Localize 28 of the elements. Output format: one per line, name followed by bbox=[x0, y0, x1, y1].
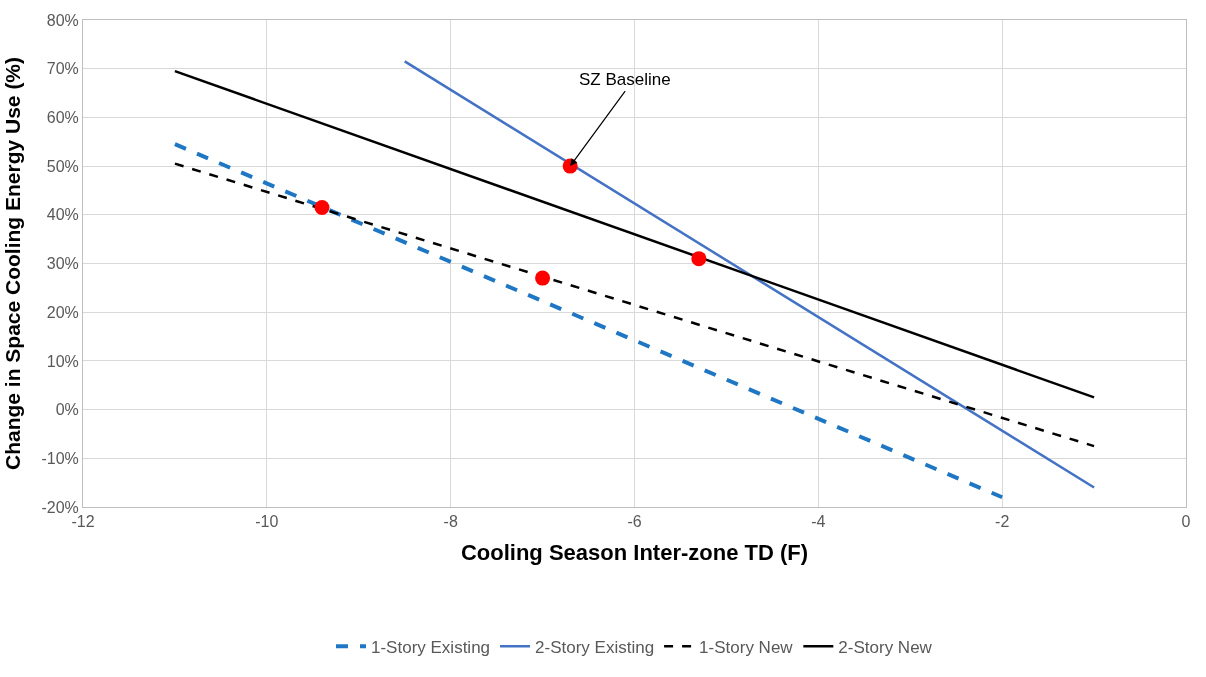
legend-label: 1-Story New bbox=[699, 637, 794, 657]
y-tick-label: -10% bbox=[41, 449, 79, 467]
x-axis-title: Cooling Season Inter-zone TD (F) bbox=[460, 540, 809, 566]
x-tick-label: 0 bbox=[1181, 513, 1191, 531]
y-tick-label: 50% bbox=[46, 157, 79, 175]
x-tick-label: -6 bbox=[627, 513, 642, 531]
y-tick-label: 40% bbox=[46, 206, 79, 224]
x-tick-label: -12 bbox=[71, 513, 95, 531]
y-tick-label: 60% bbox=[46, 109, 79, 126]
point bbox=[691, 251, 707, 267]
x-tick-label: -4 bbox=[811, 513, 826, 531]
y-tick-label: 30% bbox=[46, 255, 79, 273]
point bbox=[314, 200, 330, 215]
legend-label: 2-Story Existing bbox=[535, 637, 655, 657]
x-tick-label: -8 bbox=[443, 513, 458, 531]
y-tick-label: 80% bbox=[46, 11, 79, 29]
y-tick-label: -20% bbox=[41, 498, 79, 516]
y-tick-label: 10% bbox=[46, 352, 79, 370]
legend-label: 2-Story New bbox=[838, 637, 933, 657]
y-tick-label: 20% bbox=[46, 303, 79, 321]
y-tick-label: 70% bbox=[46, 60, 79, 78]
annotation: SZ Baseline bbox=[579, 70, 671, 89]
y-axis-title: Change in Space Cooling Energy Use (%) bbox=[0, 56, 24, 471]
x-tick-label: -10 bbox=[255, 513, 279, 531]
point bbox=[535, 270, 551, 286]
x-tick-label: -2 bbox=[995, 513, 1010, 531]
y-tick-label: 0% bbox=[55, 401, 79, 419]
legend-label: 1-Story Existing bbox=[371, 637, 491, 657]
